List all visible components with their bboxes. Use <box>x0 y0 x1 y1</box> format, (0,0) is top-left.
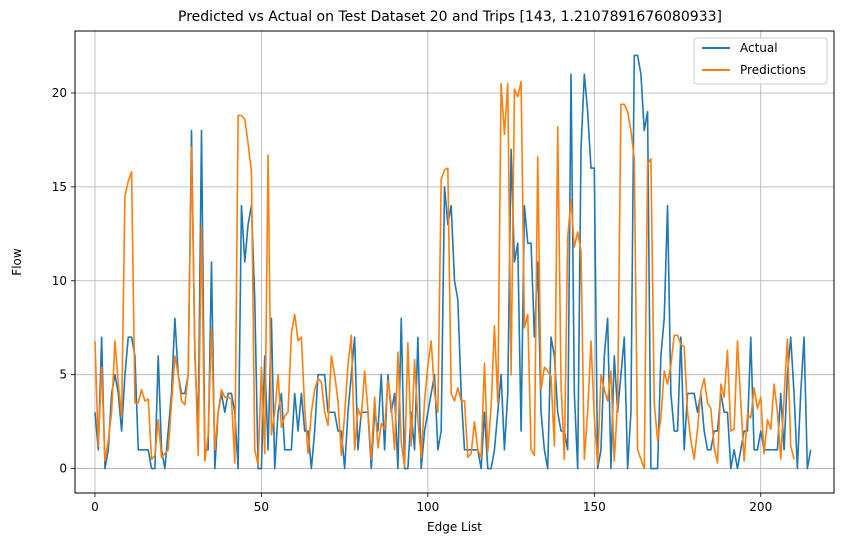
y-tick-label: 20 <box>52 86 67 100</box>
y-axis-label: Flow <box>10 248 24 276</box>
y-axis-ticks: 0 5 10 15 20 <box>52 86 75 476</box>
x-tick-label: 150 <box>583 500 606 514</box>
x-axis-label: Edge List <box>427 520 482 534</box>
x-tick-label: 0 <box>91 500 99 514</box>
y-tick-label: 10 <box>52 274 67 288</box>
x-tick-label: 200 <box>749 500 772 514</box>
y-tick-label: 15 <box>52 180 67 194</box>
chart-title: Predicted vs Actual on Test Dataset 20 a… <box>178 9 722 25</box>
y-tick-label: 5 <box>59 368 67 382</box>
legend-label-predictions: Predictions <box>740 63 806 77</box>
x-tick-label: 100 <box>416 500 439 514</box>
legend: Actual Predictions <box>693 37 828 85</box>
series-line-predictions <box>94 80 795 470</box>
x-tick-label: 50 <box>254 500 269 514</box>
legend-box <box>693 37 828 85</box>
plot-frame <box>74 30 835 494</box>
series-lines <box>94 54 812 470</box>
legend-label-actual: Actual <box>740 41 778 55</box>
y-tick-label: 0 <box>59 462 67 476</box>
x-axis-ticks: 0 50 100 150 200 <box>91 493 772 514</box>
